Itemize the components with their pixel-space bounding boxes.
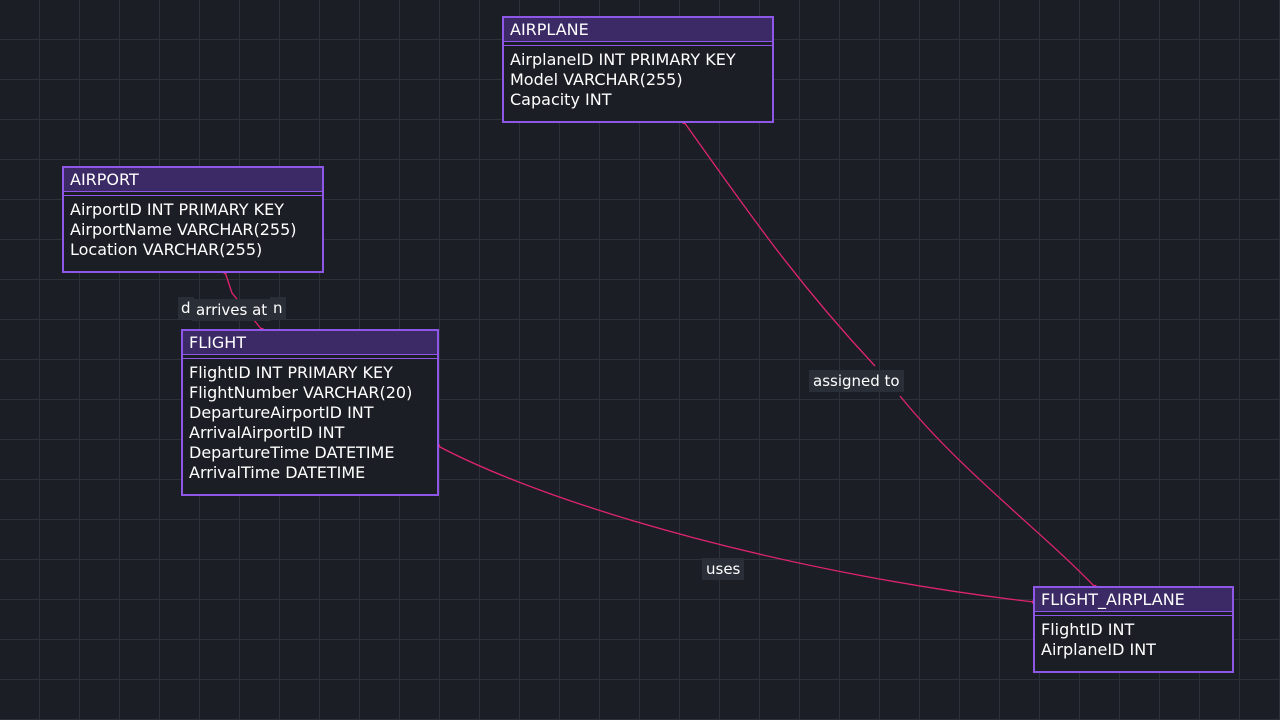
entity-airport-header: AIRPORT [64, 168, 322, 192]
cardinality-to-arrives-at: n [270, 297, 286, 319]
entity-flight-airplane-title: FLIGHT_AIRPLANE [1041, 590, 1185, 609]
field-arrivalairportid: ArrivalAirportID INT [189, 423, 345, 442]
field-capacity: Capacity INT [510, 90, 612, 109]
field-arrivaltime: ArrivalTime DATETIME [189, 463, 366, 482]
field-airportname: AirportName VARCHAR(255) [70, 220, 297, 239]
entity-airplane-fields: AirplaneID INT PRIMARY KEY Model VARCHAR… [504, 46, 772, 110]
field-fa-flightid: FlightID INT [1041, 620, 1135, 639]
entity-airport[interactable]: AIRPORT AirportID INT PRIMARY KEY Airpor… [62, 166, 324, 273]
field-flightnumber: FlightNumber VARCHAR(20) [189, 383, 413, 402]
entity-airplane-header: AIRPLANE [504, 18, 772, 42]
field-departuretime: DepartureTime DATETIME [189, 443, 395, 462]
field-airplaneid: AirplaneID INT PRIMARY KEY [510, 50, 736, 69]
entity-airport-title: AIRPORT [70, 170, 139, 189]
edge-label-arrives-at[interactable]: arrives at [192, 299, 272, 321]
entity-airplane[interactable]: AIRPLANE AirplaneID INT PRIMARY KEY Mode… [502, 16, 774, 123]
entity-airport-fields: AirportID INT PRIMARY KEY AirportName VA… [64, 196, 322, 260]
cardinality-from-arrives-at: d [178, 297, 194, 319]
entity-flight-divider [183, 355, 437, 359]
entity-flight[interactable]: FLIGHT FlightID INT PRIMARY KEY FlightNu… [181, 329, 439, 496]
entity-flight-airplane-divider [1035, 612, 1232, 616]
edge-assigned-to[interactable] [683, 121, 1096, 588]
field-location: Location VARCHAR(255) [70, 240, 263, 259]
field-fa-airplaneid: AirplaneID INT [1041, 640, 1156, 659]
edge-label-assigned-to[interactable]: assigned to [809, 370, 904, 392]
entity-flight-header: FLIGHT [183, 331, 437, 355]
entity-airplane-title: AIRPLANE [510, 20, 589, 39]
field-departureairportid: DepartureAirportID INT [189, 403, 374, 422]
field-flightid: FlightID INT PRIMARY KEY [189, 363, 393, 382]
entity-flight-airplane[interactable]: FLIGHT_AIRPLANE FlightID INT AirplaneID … [1033, 586, 1234, 673]
entity-flight-airplane-header: FLIGHT_AIRPLANE [1035, 588, 1232, 612]
entity-airport-divider [64, 192, 322, 196]
entity-airplane-divider [504, 42, 772, 46]
field-airportid: AirportID INT PRIMARY KEY [70, 200, 284, 219]
entity-flight-fields: FlightID INT PRIMARY KEY FlightNumber VA… [183, 359, 437, 483]
field-model: Model VARCHAR(255) [510, 70, 683, 89]
entity-flight-airplane-fields: FlightID INT AirplaneID INT [1035, 616, 1232, 660]
entity-flight-title: FLIGHT [189, 333, 247, 352]
edge-label-uses[interactable]: uses [702, 558, 745, 580]
